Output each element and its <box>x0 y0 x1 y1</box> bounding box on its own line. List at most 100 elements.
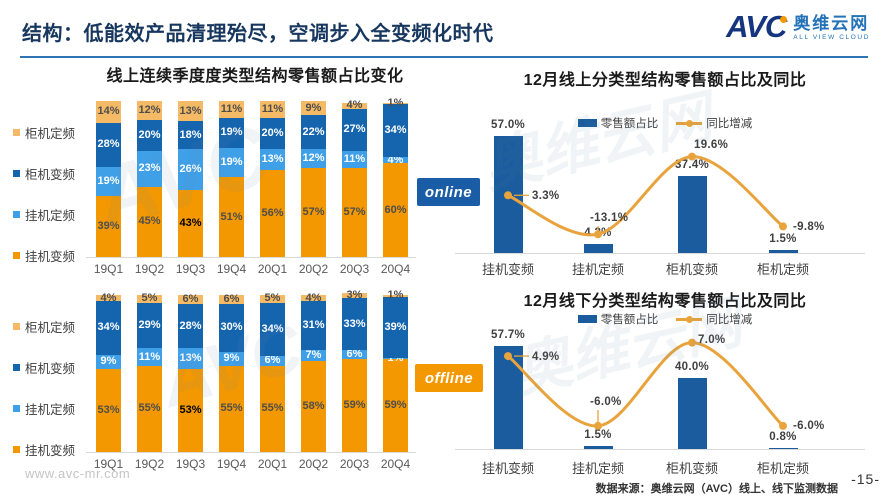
segment-label: 1% <box>387 289 404 302</box>
segment-label: 13% <box>179 352 202 365</box>
trend-line-layer <box>504 152 787 239</box>
legend-label: 挂机变频 <box>25 250 76 264</box>
bar-segment: 9% <box>301 101 326 116</box>
segment-label: 22% <box>302 125 325 138</box>
logo-orange-dot-icon <box>780 16 788 23</box>
legend-item: 挂机变频 <box>13 440 75 459</box>
bar-segment: 13% <box>178 348 203 369</box>
combo-bar <box>493 346 523 449</box>
bar-value-label: 37.4% <box>674 159 710 172</box>
category-label: 柜机定频 <box>756 461 809 476</box>
logo-tagline: ALL VIEW CLOUD <box>793 34 870 41</box>
line-value-label: 4.9% <box>532 351 560 364</box>
segment-label: 12% <box>138 103 161 116</box>
segment-label: 19% <box>97 174 120 187</box>
bar-segment: 11% <box>137 348 162 366</box>
category-label: 柜机变频 <box>665 262 718 277</box>
bar-segment: 39% <box>96 196 121 257</box>
legend-swatch-icon <box>13 323 20 330</box>
line-value-label: -6.0% <box>590 395 622 408</box>
segment-label: 23% <box>138 162 161 175</box>
x-axis-label: 20Q1 <box>257 457 288 471</box>
x-axis-label: 19Q4 <box>216 262 247 276</box>
segment-label: 34% <box>261 323 284 336</box>
bar-segment: 5% <box>137 293 162 304</box>
segment-label: 14% <box>97 105 120 118</box>
legend-item: 柜机定频 <box>13 123 75 142</box>
bar-segment: 59% <box>342 359 367 452</box>
bar-segment: 20% <box>137 119 162 151</box>
segment-label: 53% <box>97 403 120 416</box>
segment-label: 4% <box>305 291 322 304</box>
bar-segment: 9% <box>219 351 244 366</box>
segment-label: 53% <box>179 403 202 416</box>
trend-line <box>506 155 785 237</box>
segment-label: 11% <box>261 103 284 116</box>
line-value-label: -13.1% <box>590 212 629 225</box>
x-axis-label: 20Q2 <box>298 457 329 471</box>
line-swatch-icon <box>676 315 703 323</box>
bar-segment: 11% <box>260 101 285 119</box>
combo-bar <box>677 176 707 253</box>
segment-label: 59% <box>343 399 366 412</box>
bar-segment: 28% <box>96 122 121 167</box>
bar-segment: 13% <box>260 149 285 170</box>
segment-label: 31% <box>302 319 325 332</box>
chart-legend: 柜机定频柜机变频挂机定频挂机变频 <box>13 317 75 459</box>
chart-title: 12月线下分类型结构零售额占比及同比 <box>523 293 807 310</box>
bar-segment: 53% <box>178 368 203 452</box>
segment-label: 11% <box>138 350 161 363</box>
bar-segment: 26% <box>178 149 203 190</box>
bar-segment: 6% <box>178 294 203 305</box>
segment-label: 29% <box>138 319 161 332</box>
x-axis-label: 20Q2 <box>298 262 329 276</box>
segment-label: 55% <box>261 402 284 415</box>
segment-label: 1% <box>387 352 404 365</box>
bar-segment: 28% <box>178 304 203 349</box>
bar-value-label: 57.7% <box>490 329 526 342</box>
combo-bar <box>768 249 798 253</box>
axis-line <box>455 253 865 254</box>
x-axis-label: 19Q2 <box>134 262 165 276</box>
segment-label: 18% <box>179 128 202 141</box>
legend-item: 同比增减 <box>676 311 752 327</box>
website-url: www.avc-mr.com <box>25 466 131 481</box>
legend-item: 挂机定频 <box>13 399 75 418</box>
segment-label: 39% <box>384 320 407 333</box>
x-axis-label: 19Q1 <box>93 457 124 471</box>
legend-label: 柜机定频 <box>25 321 76 335</box>
x-axis-label: 20Q1 <box>257 262 288 276</box>
segment-label: 4% <box>346 99 363 112</box>
segment-label: 9% <box>223 352 240 365</box>
segment-label: 13% <box>261 152 284 165</box>
bar-segment: 34% <box>383 104 408 158</box>
legend-item: 柜机变频 <box>13 164 75 183</box>
bar-segment: 43% <box>178 189 203 257</box>
line-swatch-icon <box>676 119 703 127</box>
axis-line <box>86 452 416 453</box>
legend-label: 零售额占比 <box>600 118 659 130</box>
trend-point <box>594 230 602 239</box>
legend-label: 同比增减 <box>706 118 753 130</box>
legend-item: 零售额占比 <box>577 311 659 327</box>
bar-segment: 12% <box>137 101 162 120</box>
chart-legend: 柜机定频柜机变频挂机定频挂机变频 <box>13 123 75 265</box>
legend-label: 柜机变频 <box>25 362 76 376</box>
bar-segment: 20% <box>260 118 285 150</box>
trend-point <box>504 191 512 200</box>
segment-label: 59% <box>384 399 407 412</box>
bar-segment: 11% <box>219 101 244 119</box>
x-axis-label: 19Q3 <box>175 457 206 471</box>
page-title: 结构：低能效产品清理殆尽，空调步入全变频化时代 <box>22 23 494 45</box>
segment-label: 4% <box>100 291 117 304</box>
legend-swatch-icon <box>13 252 20 259</box>
bar-segment: 57% <box>301 168 326 257</box>
trend-point <box>594 421 602 430</box>
x-axis-label: 19Q4 <box>216 457 247 471</box>
segment-label: 3% <box>346 289 363 302</box>
bar-value-label: 57.0% <box>490 119 526 132</box>
legend-item: 同比增减 <box>676 115 752 131</box>
legend-item: 挂机定频 <box>13 205 75 224</box>
legend-label: 零售额占比 <box>600 314 659 326</box>
bar-segment: 31% <box>301 301 326 350</box>
